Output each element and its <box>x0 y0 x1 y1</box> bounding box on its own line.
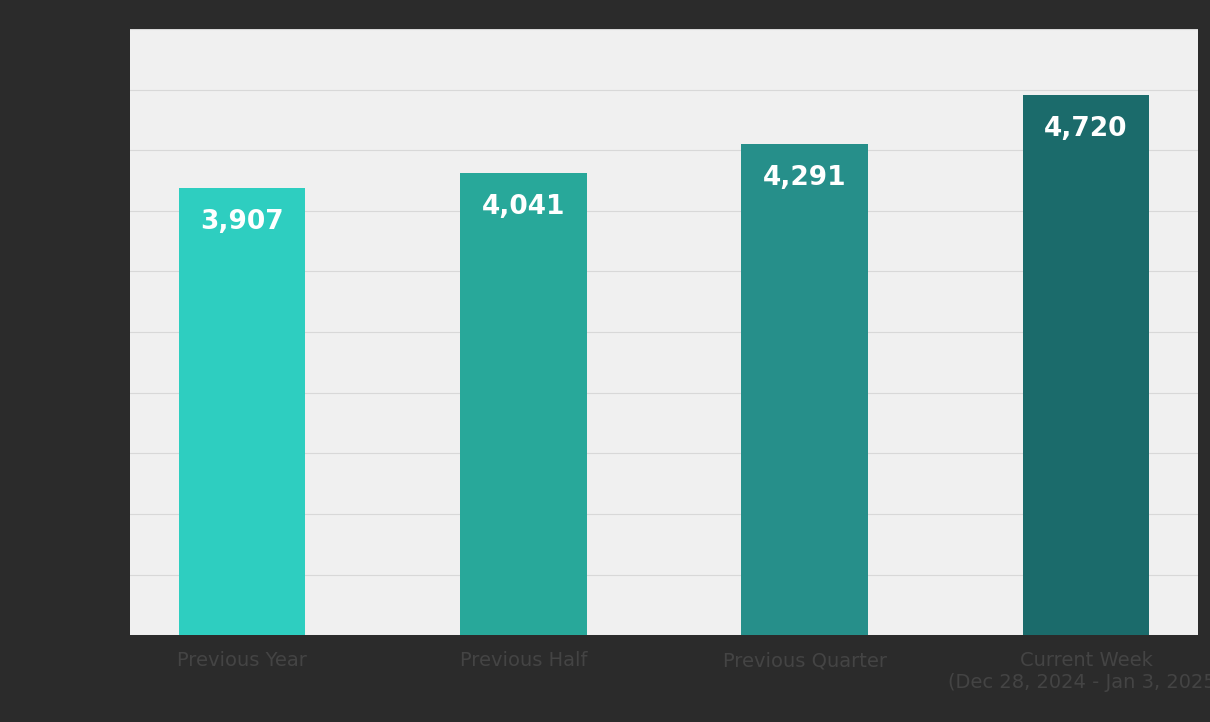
Text: 3,907: 3,907 <box>200 209 283 235</box>
Text: 4,720: 4,720 <box>1044 116 1128 142</box>
Bar <box>742 144 868 635</box>
Bar <box>179 188 305 635</box>
Bar <box>1022 95 1150 635</box>
Bar <box>460 173 587 635</box>
Text: 4,291: 4,291 <box>762 165 847 191</box>
Text: 4,041: 4,041 <box>482 193 565 219</box>
